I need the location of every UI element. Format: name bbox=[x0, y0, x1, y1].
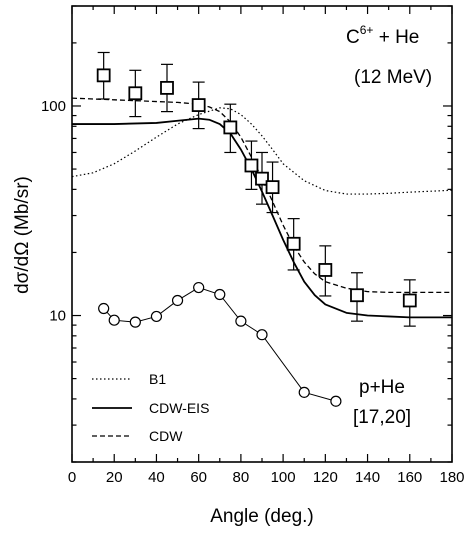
y-tick-label: 10 bbox=[49, 308, 66, 325]
x-tick-label: 140 bbox=[355, 469, 380, 486]
p-he-point bbox=[256, 329, 268, 341]
axis-ticks bbox=[71, 5, 453, 463]
annotation-system: C6+ + He bbox=[346, 23, 419, 48]
annotation-proton-system: p+He bbox=[359, 377, 405, 398]
c6-he-point bbox=[96, 68, 111, 83]
c6-he-point bbox=[286, 236, 301, 251]
annotation-energy: (12 MeV) bbox=[354, 67, 432, 88]
p-he-connecting-line bbox=[103, 287, 337, 402]
p-he-point bbox=[193, 281, 205, 294]
p-he-point bbox=[171, 294, 184, 307]
legend-label-cdw: CDW bbox=[149, 428, 183, 444]
data-points bbox=[96, 68, 417, 407]
c6-he-point bbox=[160, 80, 174, 95]
x-tick-label: 120 bbox=[313, 469, 338, 486]
p-he-point bbox=[214, 288, 226, 301]
c6-he-point bbox=[318, 263, 333, 277]
legend-label-b1: B1 bbox=[149, 371, 166, 387]
c6-he-point bbox=[223, 120, 238, 135]
legend: B1 CDW-EIS CDW bbox=[92, 371, 209, 444]
x-tick-label: 40 bbox=[148, 469, 165, 486]
p-he-point bbox=[150, 310, 163, 323]
c6-he-point bbox=[255, 171, 269, 186]
y-axis-title: dσ/dΩ (Mb/sr) bbox=[12, 176, 33, 294]
p-he-point bbox=[330, 395, 342, 407]
curve-b1 bbox=[71, 107, 453, 195]
c6-he-point bbox=[191, 98, 206, 112]
p-he-point bbox=[129, 316, 141, 328]
p-he-point bbox=[98, 302, 110, 315]
tick-labels: 0 20 40 60 80 100 120 140 160 180 10 100 bbox=[41, 98, 465, 486]
error-bars bbox=[97, 51, 416, 327]
x-tick-label: 0 bbox=[68, 469, 76, 486]
x-axis-title: Angle (deg.) bbox=[210, 506, 314, 527]
annotation-reference: [17,20] bbox=[353, 407, 411, 428]
model-curves bbox=[71, 97, 453, 402]
curve-cdw bbox=[71, 97, 452, 294]
c6-he-point bbox=[244, 158, 259, 173]
x-tick-label: 100 bbox=[271, 469, 296, 486]
c6-he-point bbox=[350, 288, 364, 303]
x-tick-label: 20 bbox=[106, 469, 123, 486]
c6-he-point bbox=[402, 293, 417, 308]
c6-he-point bbox=[265, 180, 280, 195]
y-tick-label: 100 bbox=[41, 98, 66, 115]
x-tick-label: 80 bbox=[233, 469, 250, 486]
p-he-point bbox=[235, 315, 247, 327]
x-tick-label: 160 bbox=[397, 469, 422, 486]
p-he-point bbox=[298, 386, 310, 398]
legend-label-cdw-eis: CDW-EIS bbox=[149, 400, 209, 416]
c6-he-point bbox=[128, 86, 143, 101]
curve-cdw-eis bbox=[72, 117, 452, 319]
p-he-point bbox=[108, 314, 120, 326]
x-tick-label: 180 bbox=[439, 469, 464, 486]
x-tick-label: 60 bbox=[190, 469, 207, 486]
